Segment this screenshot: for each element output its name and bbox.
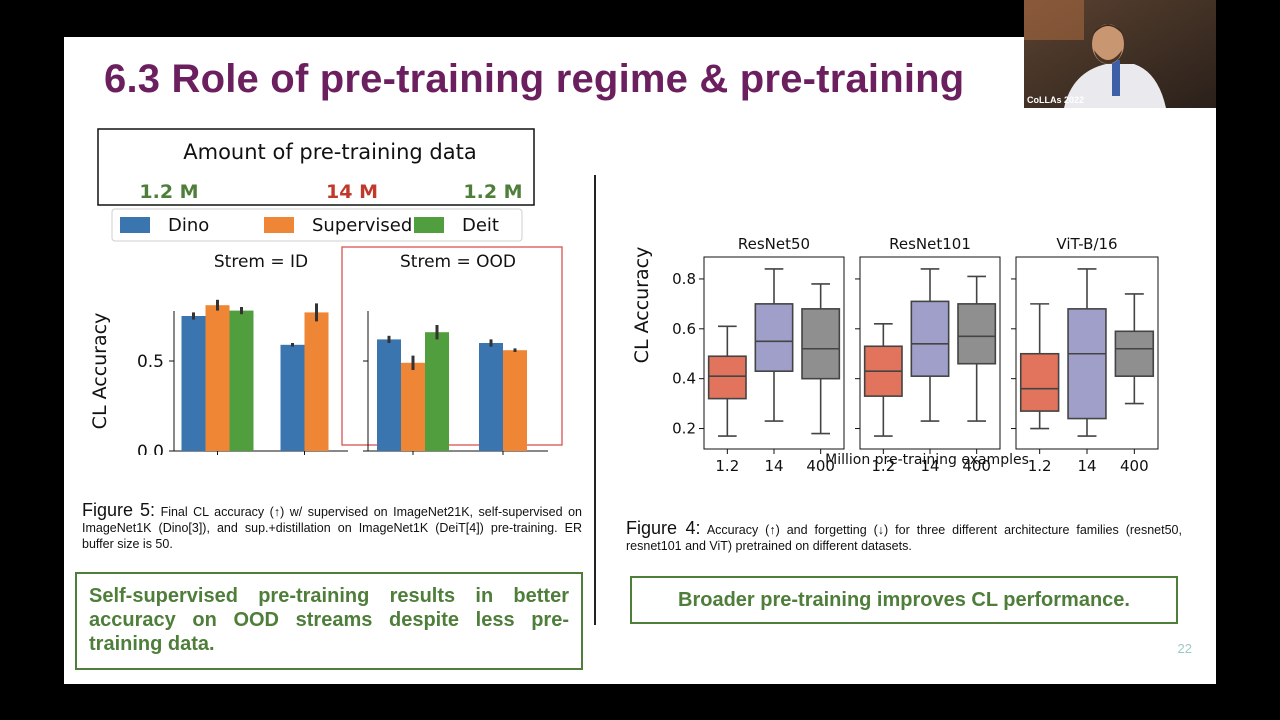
box-x-tick-label: 400 <box>962 457 991 475</box>
left-takeaway-box: Self-supervised pre-training results in … <box>75 572 583 670</box>
bar-panel-title: Strem = OOD <box>400 252 516 272</box>
right-takeaway-box: Broader pre-training improves CL perform… <box>630 576 1178 624</box>
pretraining-data-box: Amount of pre-training data 1.2 M 14 M 1… <box>97 128 535 206</box>
box-y-tick-label: 0.2 <box>672 420 696 438</box>
bar-dino <box>479 343 503 451</box>
bar-panel-title: Strem = ID <box>214 252 308 272</box>
bar-dino <box>377 339 401 451</box>
right-takeaway-text: Broader pre-training improves CL perform… <box>678 589 1130 611</box>
box-panel-title: ResNet50 <box>738 235 810 253</box>
legend-label-dino: Dino <box>168 215 209 236</box>
box-14: 14 <box>1067 268 1107 475</box>
figure-5-text: Final CL accuracy (↑) w/ supervised on I… <box>82 505 582 551</box>
column-divider <box>594 175 596 625</box>
box-1.2: 1.2 <box>707 325 747 475</box>
bar-dino <box>280 344 305 451</box>
left-takeaway-text: Self-supervised pre-training results in … <box>89 585 569 655</box>
figure-4-label: Figure 4: <box>626 518 701 538</box>
box-iqr <box>957 303 997 365</box>
bar-chart-ylabel: CL Accuracy <box>89 313 111 430</box>
box-x-tick-label: 14 <box>1077 457 1096 475</box>
box-x-tick-label: 1.2 <box>871 457 895 475</box>
figure-5-caption: Figure 5: Final CL accuracy (↑) w/ super… <box>82 500 582 552</box>
box-iqr <box>1067 308 1107 420</box>
bar-panel-ood: Strem = OODViT-B/16ResNet50 <box>341 246 563 455</box>
box-panel-vitb16: ViT-B/16 1.2 14 400 <box>1011 235 1159 475</box>
box-panel-title: ViT-B/16 <box>1056 235 1117 253</box>
data-amount-dino: 1.2 M <box>139 181 198 203</box>
box-14: 14 <box>754 268 794 475</box>
box-iqr <box>801 308 841 380</box>
bar-y-tick-label: 0.0 <box>137 442 164 455</box>
box-400: 400 <box>801 283 841 475</box>
box-x-tick-label: 1.2 <box>1028 457 1052 475</box>
speaker-video-image <box>1024 0 1216 108</box>
figure-4-text: Accuracy (↑) and forgetting (↓) for thre… <box>626 523 1182 553</box>
box-chart-xlabel: Million pre-training examples <box>825 452 1029 468</box>
legend-swatch-supervised <box>264 217 294 233</box>
box-panel-resnet50: ResNet50 0.2 0.4 0.6 0.8 1.2 14 400 <box>672 235 845 475</box>
bar-chart-figure: Amount of pre-training data 1.2 M 14 M 1… <box>89 128 563 455</box>
bar-supervised <box>503 350 527 451</box>
box-1.2: 1.2 <box>863 323 903 475</box>
page-number: 22 <box>1177 641 1192 656</box>
figure-4-caption: Figure 4: Accuracy (↑) and forgetting (↓… <box>626 518 1182 554</box>
box-chart-ylabel: CL Accuracy <box>631 247 653 364</box>
box-1.2: 1.2 <box>1019 303 1060 475</box>
data-box-title: Amount of pre-training data <box>183 140 476 164</box>
legend-swatch-dino <box>120 217 150 233</box>
box-iqr <box>910 300 950 377</box>
bar-supervised <box>205 305 230 451</box>
ood-highlight-frame <box>341 246 563 446</box>
box-x-tick-label: 14 <box>920 457 939 475</box>
box-iqr <box>754 303 794 372</box>
slide: 6.3 Role of pre-training regime & pre-tr… <box>64 37 1216 684</box>
bar-supervised <box>304 312 329 451</box>
bar-deit <box>229 310 254 451</box>
box-panel-resnet101: ResNet101 1.2 14 400 <box>855 235 1001 475</box>
data-amount-deit: 1.2 M <box>463 181 522 203</box>
box-x-tick-label: 400 <box>806 457 835 475</box>
bar-panel-id: Strem = ID0.00.5ViT-B/16ResNet50 <box>137 252 348 455</box>
box-y-tick-label: 0.4 <box>672 370 696 388</box>
bar-chart-legend: Dino Supervised Deit <box>111 208 523 242</box>
box-panel-title: ResNet101 <box>889 235 971 253</box>
box-y-tick-label: 0.8 <box>672 270 696 288</box>
box-iqr <box>707 355 747 400</box>
speaker-webcam: CoLLAs 2022 <box>1024 0 1216 108</box>
legend-swatch-deit <box>414 217 444 233</box>
box-400: 400 <box>957 275 997 475</box>
legend-label-deit: Deit <box>462 215 499 236</box>
slide-title: 6.3 Role of pre-training regime & pre-tr… <box>104 57 965 101</box>
legend-label-supervised: Supervised <box>312 215 412 236</box>
box-14: 14 <box>910 268 950 475</box>
box-y-tick-label: 0.6 <box>672 320 696 338</box>
box-iqr <box>1114 330 1155 377</box>
webcam-label: CoLLAs 2022 <box>1027 95 1085 105</box>
bar-supervised <box>401 362 425 451</box>
box-x-tick-label: 1.2 <box>715 457 739 475</box>
box-plot-figure: ResNet50 0.2 0.4 0.6 0.8 1.2 14 400 ResNet101 1.2… <box>631 235 1159 475</box>
bar-dino <box>181 316 206 451</box>
figure-5-label: Figure 5: <box>82 500 156 520</box>
data-amount-supervised: 14 M <box>326 181 378 203</box>
box-x-tick-label: 14 <box>764 457 783 475</box>
box-iqr <box>1019 352 1060 412</box>
bar-y-tick-label: 0.5 <box>137 352 164 372</box>
bar-deit <box>425 332 449 451</box>
box-x-tick-label: 400 <box>1120 457 1149 475</box>
box-400: 400 <box>1114 293 1155 475</box>
